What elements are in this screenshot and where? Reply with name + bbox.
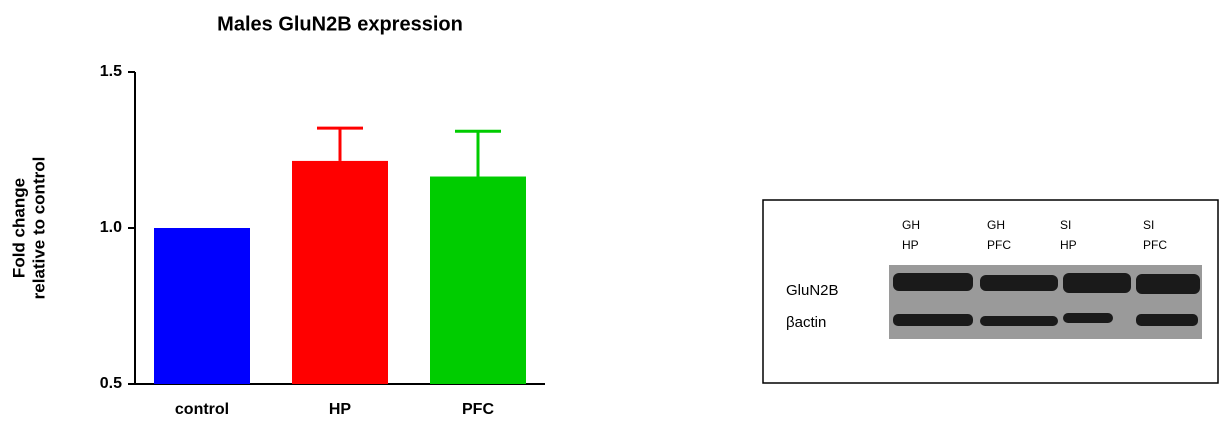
bar (430, 177, 526, 384)
lane-label: SI (1143, 218, 1154, 232)
x-tick-label: PFC (462, 401, 494, 418)
row-label: βactin (786, 314, 826, 331)
x-tick-label: HP (329, 401, 352, 418)
lane-label: SI (1060, 218, 1071, 232)
bar (292, 161, 388, 384)
lane-label: PFC (987, 238, 1011, 252)
x-tick-label: control (175, 401, 229, 418)
lane-label: GH (987, 218, 1005, 232)
y-label-line: relative to control (29, 157, 48, 300)
lane-label: GH (902, 218, 920, 232)
lane-label: HP (1060, 238, 1077, 252)
bar (154, 228, 250, 384)
y-tick-label: 1.0 (100, 219, 122, 236)
y-tick-label: 0.5 (100, 375, 122, 392)
chart-title: Males GluN2B expression (217, 13, 463, 35)
lane-label: HP (902, 238, 919, 252)
y-label-line: Fold change (9, 178, 28, 278)
y-tick-label: 1.5 (100, 63, 122, 80)
page: Males GluN2B expression Fold change rela… (0, 0, 1220, 424)
y-label: Fold change relative to control (9, 157, 48, 300)
lane-label: PFC (1143, 238, 1167, 252)
row-label: GluN2B (786, 282, 839, 299)
